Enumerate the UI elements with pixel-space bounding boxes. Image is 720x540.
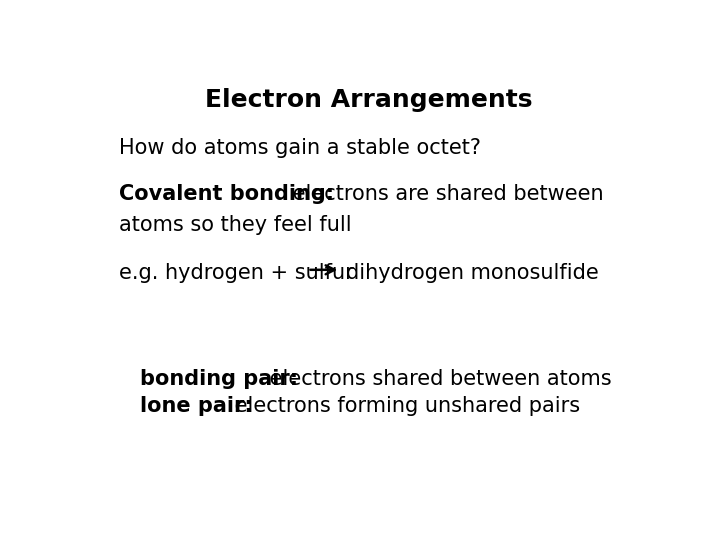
- Text: Covalent bonding:: Covalent bonding:: [120, 184, 335, 204]
- Text: electrons shared between atoms: electrons shared between atoms: [263, 369, 611, 389]
- Text: atoms so they feel full: atoms so they feel full: [120, 215, 352, 235]
- Text: dihydrogen monosulfide: dihydrogen monosulfide: [346, 264, 599, 284]
- Text: bonding pair:: bonding pair:: [140, 369, 299, 389]
- Text: electrons forming unshared pairs: electrons forming unshared pairs: [228, 396, 580, 416]
- Text: electrons are shared between: electrons are shared between: [286, 184, 604, 204]
- Text: How do atoms gain a stable octet?: How do atoms gain a stable octet?: [120, 138, 482, 158]
- Text: lone pair:: lone pair:: [140, 396, 253, 416]
- Text: Electron Arrangements: Electron Arrangements: [205, 88, 533, 112]
- Text: e.g. hydrogen + sulfur: e.g. hydrogen + sulfur: [120, 264, 354, 284]
